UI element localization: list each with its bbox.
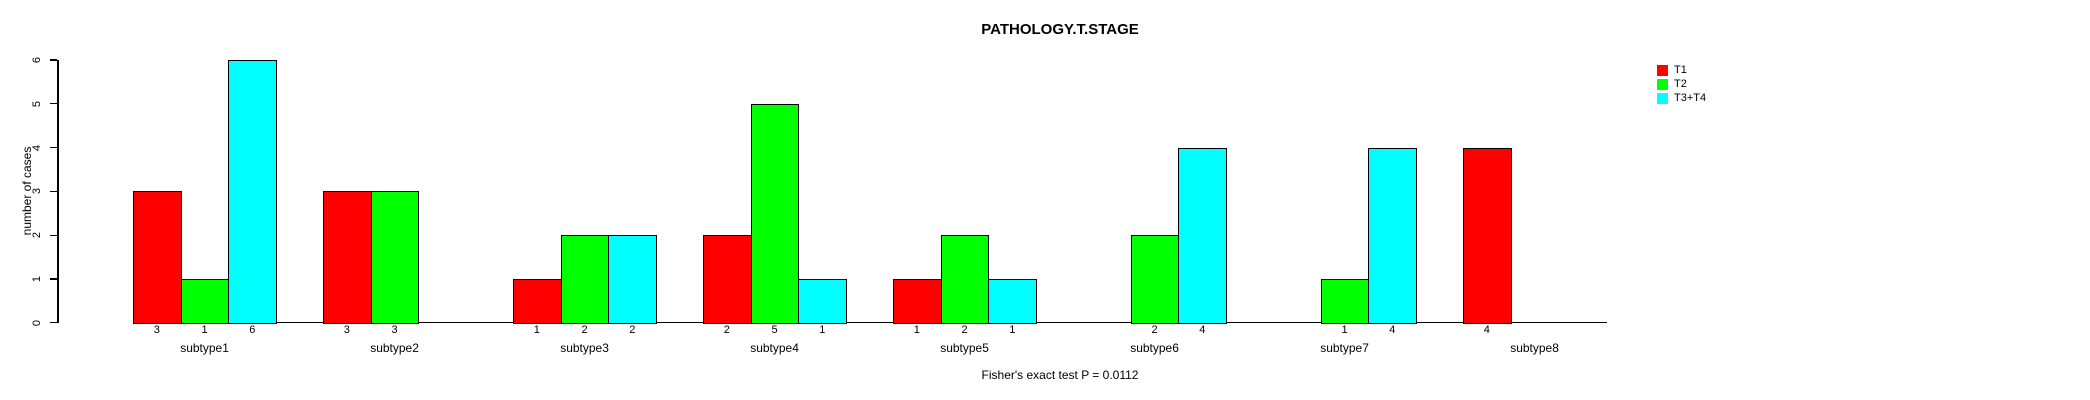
category-label-subtype1: subtype1: [180, 341, 229, 355]
legend-label-t3t4: T3+T4: [1674, 92, 1707, 104]
legend-swatch-t3t4: [1657, 93, 1668, 104]
y-axis-line: [57, 60, 59, 323]
bar-value-label: 4: [1199, 324, 1206, 336]
category-label-subtype5: subtype5: [940, 341, 989, 355]
bar-value-label: 1: [201, 324, 208, 336]
legend-item-t2: T2: [1657, 79, 1706, 90]
bar-value-label: 2: [629, 324, 636, 336]
bar-value-label: 3: [343, 324, 350, 336]
bar-value-label: 2: [1151, 324, 1158, 336]
y-axis-tick: [50, 234, 57, 236]
bar-t1-subtype2: [323, 191, 372, 324]
bar-t1-subtype8: [1463, 147, 1512, 324]
y-axis-tick: [50, 59, 57, 61]
bar-value-label: 1: [1341, 324, 1348, 336]
bar-t3t4-subtype6: [1178, 147, 1228, 324]
bar-t2-subtype1: [180, 278, 230, 324]
legend-swatch-t2: [1657, 79, 1668, 90]
category-label-subtype6: subtype6: [1130, 341, 1179, 355]
category-label-subtype4: subtype4: [750, 341, 799, 355]
legend-swatch-t1: [1657, 65, 1668, 76]
bar-t1-subtype1: [133, 191, 182, 324]
bar-t1-subtype5: [893, 278, 942, 324]
category-label-subtype2: subtype2: [370, 341, 419, 355]
bar-t1-subtype3: [513, 278, 562, 324]
y-axis-tick-label: 5: [31, 100, 43, 107]
bar-t3t4-subtype5: [988, 278, 1038, 324]
y-axis-tick: [50, 190, 57, 192]
bar-value-label: 2: [961, 324, 968, 336]
bar-value-label: 2: [723, 324, 730, 336]
bar-t3t4-subtype1: [228, 60, 278, 324]
bar-value-label: 1: [1009, 324, 1016, 336]
y-axis-tick-label: 3: [31, 188, 43, 195]
y-axis-tick-label: 6: [31, 56, 43, 64]
bar-value-label: 4: [1483, 324, 1490, 336]
bar-t3t4-subtype3: [608, 235, 658, 324]
bar-value-label: 1: [819, 324, 826, 336]
y-axis-tick-label: 2: [31, 232, 43, 239]
bar-value-label: 6: [249, 324, 256, 336]
y-axis-tick-label: 1: [31, 275, 43, 282]
legend-label-t2: T2: [1674, 78, 1687, 90]
y-axis-tick-label: 4: [31, 144, 43, 151]
x-axis-baseline: [133, 321, 1607, 323]
bar-value-label: 3: [391, 324, 398, 336]
y-axis-tick: [50, 146, 57, 149]
y-axis-tick: [50, 103, 57, 105]
bar-t3t4-subtype7: [1368, 147, 1418, 324]
y-axis-tick-label: 0: [31, 319, 43, 326]
bar-t2-subtype4: [750, 103, 800, 324]
category-label-subtype3: subtype3: [560, 341, 609, 355]
legend-item-t3t4: T3+T4: [1657, 93, 1706, 104]
bar-value-label: 2: [581, 324, 588, 336]
bar-t2-subtype6: [1130, 235, 1180, 324]
legend-item-t1: T1: [1657, 65, 1706, 76]
bar-t3t4-subtype4: [798, 278, 848, 324]
legend-label-t1: T1: [1674, 64, 1687, 76]
legend: T1 T2 T3+T4: [1657, 65, 1706, 104]
fisher-test-caption: Fisher's exact test P = 0.0112: [981, 368, 1139, 382]
y-axis-tick: [50, 322, 57, 324]
bar-value-label: 1: [533, 324, 540, 336]
bar-value-label: 5: [771, 324, 778, 336]
category-label-subtype7: subtype7: [1320, 341, 1369, 355]
bar-t2-subtype3: [560, 235, 610, 324]
bar-value-label: 1: [913, 324, 920, 336]
category-label-subtype8: subtype8: [1510, 341, 1559, 355]
bar-t2-subtype2: [370, 191, 420, 324]
bar-t1-subtype4: [703, 235, 752, 324]
y-axis-tick: [50, 278, 57, 280]
bar-t2-subtype5: [940, 235, 990, 324]
bar-t2-subtype7: [1320, 278, 1370, 324]
bar-value-label: 4: [1389, 324, 1396, 336]
bar-value-label: 3: [153, 324, 160, 336]
chart-title: PATHOLOGY.T.STAGE: [981, 21, 1139, 38]
